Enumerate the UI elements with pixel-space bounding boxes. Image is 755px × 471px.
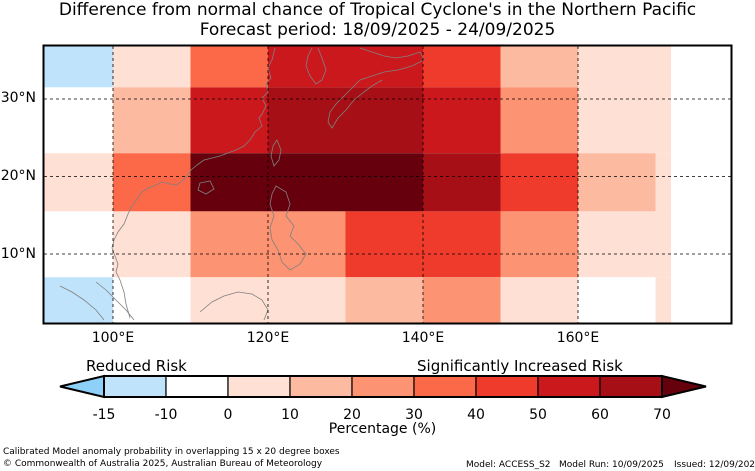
risk-cell — [268, 87, 346, 154]
risk-cell — [113, 277, 191, 323]
risk-cell — [44, 277, 113, 323]
risk-cell — [578, 211, 656, 278]
colorbar-swatch — [599, 375, 663, 398]
colorbar-swatch — [413, 375, 477, 398]
risk-cell — [345, 211, 423, 278]
risk-cell — [655, 87, 671, 154]
colorbar-frame — [103, 375, 663, 398]
y-tick-label: 10°N — [0, 246, 36, 262]
risk-cell — [423, 211, 501, 278]
y-tick-label: 30°N — [0, 90, 36, 106]
risk-cell — [113, 211, 191, 278]
risk-cell — [190, 87, 268, 154]
footer-model-run: Model Run: 10/09/2025 — [559, 460, 664, 470]
colorbar-swatch — [165, 375, 229, 398]
colorbar-tick-label: 70 — [653, 407, 671, 423]
increased-risk-label: Significantly Increased Risk — [417, 357, 623, 375]
asia-coastline — [111, 47, 276, 319]
risk-cell — [345, 153, 423, 212]
risk-cell — [113, 87, 191, 154]
colorbar-max-extension — [661, 374, 707, 399]
risk-cell — [268, 277, 346, 323]
japan-coastline — [327, 47, 425, 129]
colorbar-title: Percentage (%) — [328, 421, 437, 437]
philippines-coastline — [269, 185, 307, 271]
risk-cell — [268, 211, 346, 278]
colorbar-swatch — [351, 375, 415, 398]
forecast-period: Forecast period: 18/09/2025 - 24/09/2025 — [199, 20, 556, 40]
risk-cell — [268, 46, 346, 88]
risk-cell — [345, 277, 423, 323]
colorbar-tick-label: -15 — [92, 407, 116, 423]
risk-cell — [113, 46, 191, 88]
risk-cell — [500, 211, 578, 278]
footer-issued: Issued: 12/09/2025 — [674, 460, 755, 470]
sumatra-coastline — [59, 285, 105, 321]
colorbar-tick-label: 20 — [343, 407, 361, 423]
risk-cell — [423, 277, 501, 323]
risk-cell — [345, 87, 423, 154]
colorbar-swatch — [289, 375, 353, 398]
map-frame — [42, 44, 733, 325]
risk-cell — [423, 87, 501, 154]
colorbar-tick-label: 50 — [529, 407, 547, 423]
borneo-coastline — [199, 291, 269, 321]
risk-cell — [190, 211, 268, 278]
coastlines — [59, 47, 425, 321]
malaya-coastline — [95, 281, 135, 321]
risk-cell — [578, 277, 656, 323]
reduced-risk-label: Reduced Risk — [86, 357, 187, 375]
risk-cell — [44, 153, 113, 212]
colorbar-tick-label: 60 — [591, 407, 609, 423]
colorbar-min-extension — [59, 374, 105, 399]
colorbar-tick-label: 10 — [281, 407, 299, 423]
risk-cell — [500, 277, 578, 323]
colorbar-swatch — [103, 375, 167, 398]
risk-cell — [423, 46, 501, 88]
risk-cell — [190, 46, 268, 88]
risk-cell — [500, 87, 578, 154]
colorbar-swatch — [537, 375, 601, 398]
footer-model: Model: ACCESS_S2 — [466, 460, 551, 470]
colorbar — [59, 374, 707, 399]
x-tick-label: 100°E — [91, 330, 135, 346]
risk-cell — [190, 277, 268, 323]
risk-cell — [44, 211, 113, 278]
colorbar-tick-label: 0 — [223, 407, 233, 423]
colorbar-tick-label: -10 — [154, 407, 178, 423]
risk-cell — [500, 46, 578, 88]
risk-cell — [655, 211, 671, 278]
colorbar-swatch — [475, 375, 539, 398]
taiwan-coastline — [270, 139, 282, 167]
risk-cell — [578, 153, 656, 212]
footer-note: Calibrated Model anomaly probability in … — [3, 447, 340, 457]
colorbar-swatch — [227, 375, 291, 398]
colorbar-tick-label: 30 — [405, 407, 423, 423]
korea-coastline — [305, 47, 327, 85]
risk-cell — [113, 153, 191, 212]
chart-title: Difference from normal chance of Tropica… — [58, 0, 697, 20]
x-tick-label: 160°E — [556, 330, 600, 346]
y-tick-label: 20°N — [0, 168, 36, 184]
risk-cell — [44, 87, 113, 154]
hainan-coastline — [197, 180, 215, 195]
risk-cell — [423, 153, 501, 212]
colorbar-tick-label: 40 — [467, 407, 485, 423]
risk-cell — [268, 153, 346, 212]
x-tick-label: 120°E — [246, 330, 290, 346]
risk-cell — [44, 46, 113, 88]
x-tick-label: 140°E — [401, 330, 445, 346]
risk-cell — [655, 153, 671, 212]
footer-copyright: © Commonwealth of Australia 2025, Austra… — [3, 459, 323, 469]
risk-cell — [345, 46, 423, 88]
risk-cell — [655, 277, 671, 323]
risk-cell — [578, 46, 671, 88]
risk-cell — [578, 87, 656, 154]
risk-cell — [500, 153, 578, 212]
graticule — [44, 46, 731, 323]
risk-cells — [44, 46, 671, 323]
